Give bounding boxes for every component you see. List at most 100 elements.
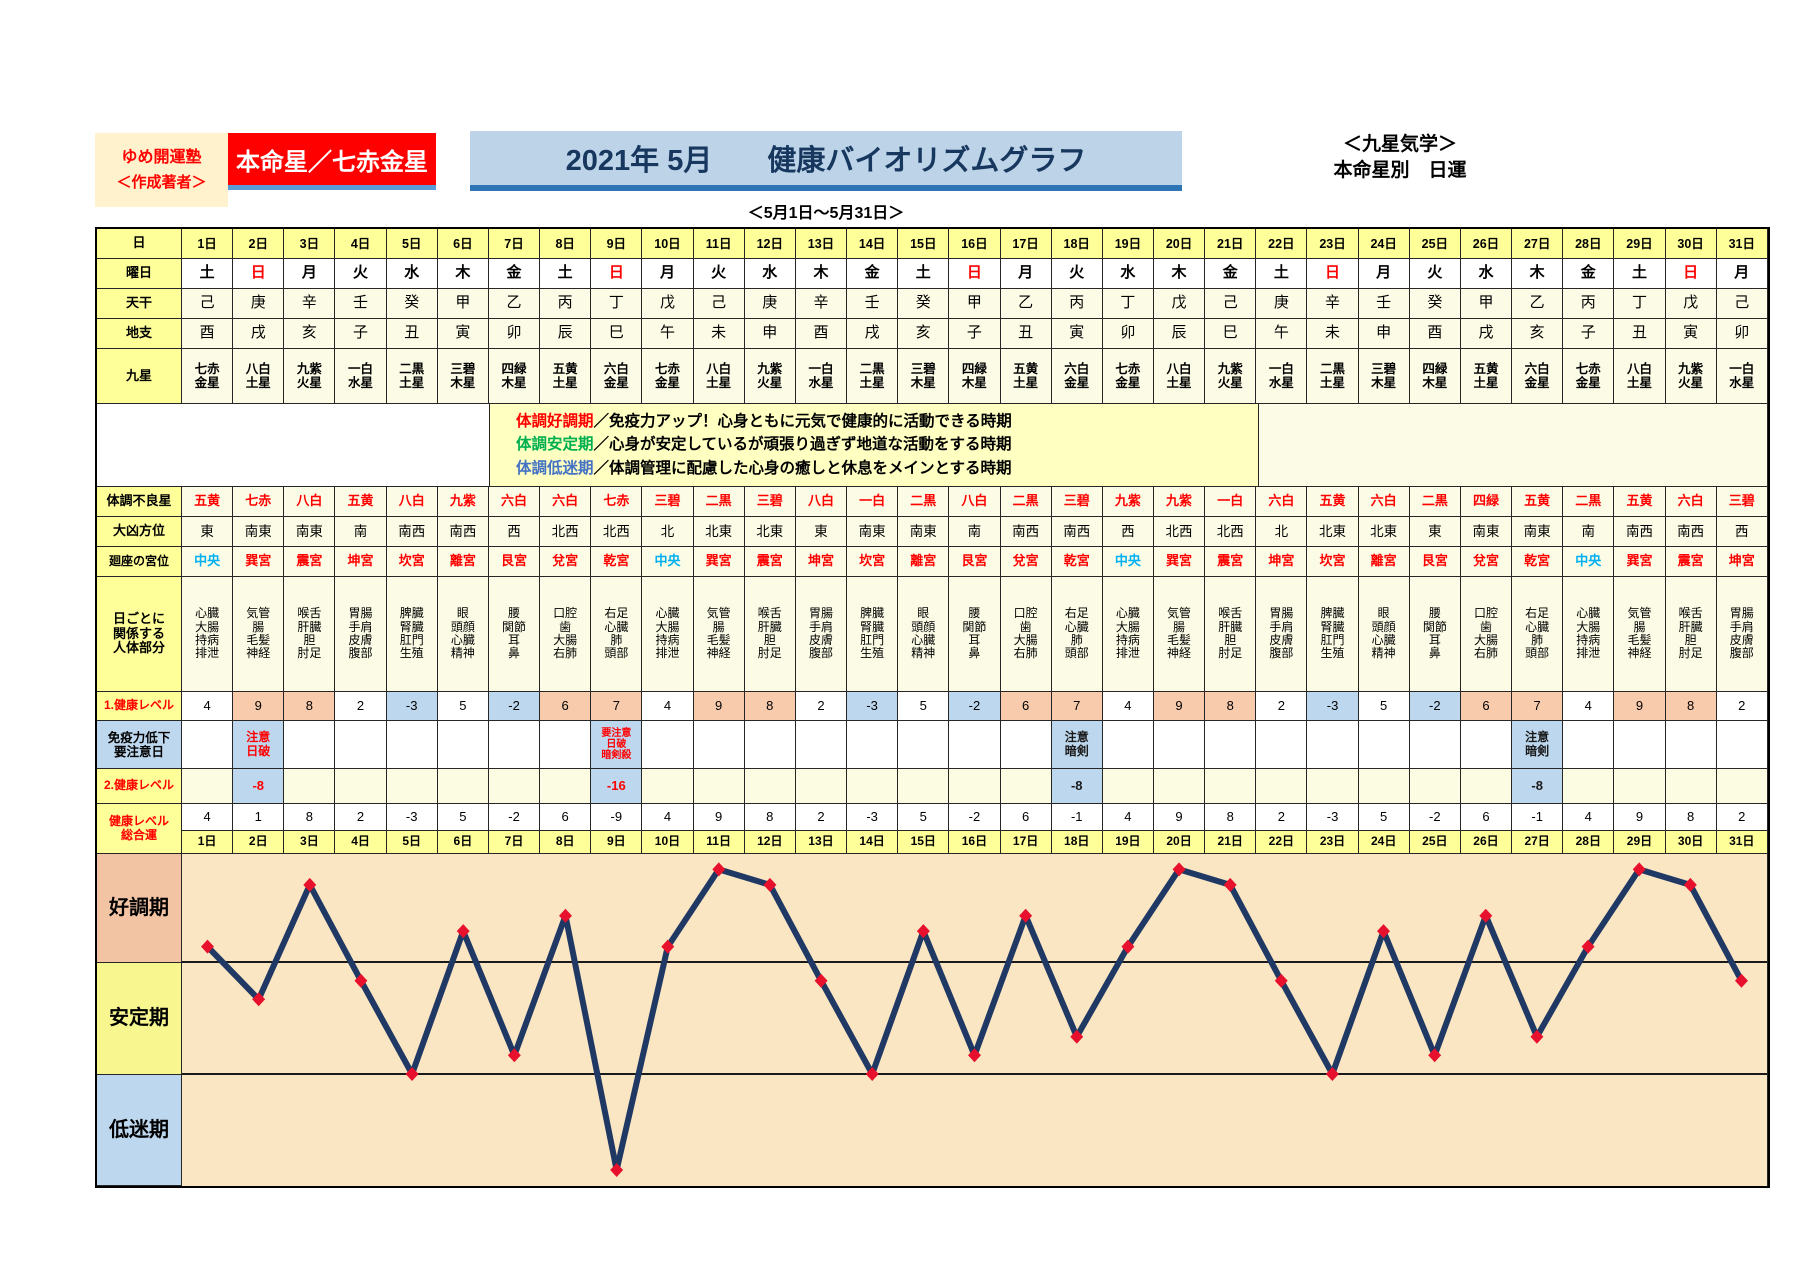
day-header-cell: 26日: [1460, 229, 1513, 259]
health1-cell: -3: [1307, 692, 1359, 721]
health2-empty-cell: [1409, 769, 1461, 804]
nine-star-cell: 五黄 土星: [540, 349, 592, 404]
nine-star-cell: 三碧 木星: [898, 349, 950, 404]
caution-empty-cell: [795, 721, 848, 769]
day-footer-cell: 10日: [642, 831, 694, 854]
total-cell: 4: [1563, 804, 1615, 831]
bad-star-cell: 五黄: [1307, 487, 1359, 517]
day-header-cell: 30日: [1665, 229, 1717, 259]
nine-star-cell: 四緑 木星: [1409, 349, 1461, 404]
day-footer-cell: 20日: [1153, 831, 1206, 854]
bad-star-cell: 三碧: [1716, 487, 1768, 517]
legend-term: 体調好調期: [516, 413, 594, 431]
weekday-cell: 木: [1512, 259, 1564, 289]
nine-star-cell: 四緑 木星: [949, 349, 1001, 404]
health1-cell: 4: [1102, 692, 1154, 721]
weekday-cell: 土: [898, 259, 950, 289]
health1-cell: 4: [642, 692, 694, 721]
health2-empty-cell: [949, 769, 1001, 804]
day-header-cell: 29日: [1614, 229, 1666, 259]
day-footer-cell: 29日: [1614, 831, 1666, 854]
stem-cell: 壬: [847, 289, 899, 319]
health2-empty-cell: [335, 769, 387, 804]
palace-cell: 離宮: [437, 547, 489, 577]
bad-star-cell: 六白: [488, 487, 541, 517]
palace-row: 廻座の宮位 中央 巽宮 震宮 坤宮 坎宮 離宮 艮宮 兌宮 乾宮 中央 巽宮 震宮 坤宮 坎宮 離宮 艮宮 兌宮乾…: [97, 547, 1768, 577]
palace-cell: 艮宮: [949, 547, 1001, 577]
row-label-health1: 1.健康レベル: [97, 692, 182, 721]
total-cell: -1: [1051, 804, 1103, 831]
direction-cell: 南: [1563, 517, 1615, 547]
stem-cell: 辛: [795, 289, 848, 319]
nine-star-cell: 九紫 火星: [284, 349, 336, 404]
health2-cell: -8: [233, 769, 285, 804]
immunity-caution-row: 免疫力低下 要注意日 注意 日破 要注意 日破 暗剣殺 注意 暗剣 注意 暗剣: [97, 721, 1768, 769]
stem-cell: 癸: [1409, 289, 1461, 319]
bad-star-cell: 一白: [847, 487, 899, 517]
total-cell: -1: [1512, 804, 1564, 831]
palace-cell: 兌宮: [540, 547, 592, 577]
row-label-direction: 大凶方位: [97, 517, 182, 547]
legend-desc: ／免疫力アップ！心身ともに元気で健康的に活動できる時期: [593, 413, 1012, 431]
palace-cell: 乾宮: [1051, 547, 1103, 577]
nine-star-cell: 九紫 火星: [744, 349, 796, 404]
palace-cell: 艮宮: [488, 547, 541, 577]
total-values-row: 4 1 8 2 -3 5 -2 6 -9 4 9 8 2 -3 5 -2 6 -1 4 9 8 2 -3 5 -2 6 -1 4 9 8 2: [182, 804, 1768, 831]
date-range-subtitle: ＜5月1日～5月31日＞: [747, 205, 905, 222]
day-footer-cell: 21日: [1205, 831, 1257, 854]
health1-cell: 8: [1665, 692, 1717, 721]
nine-star-cell: 八白 土星: [693, 349, 745, 404]
palace-cell: 兌宮: [1460, 547, 1513, 577]
palace-cell: 中央: [182, 547, 234, 577]
day-header-cell: 27日: [1512, 229, 1564, 259]
caution-empty-cell: [386, 721, 438, 769]
bad-star-cell: 六白: [1358, 487, 1410, 517]
health1-cell: 6: [1000, 692, 1052, 721]
caution-empty-cell: [540, 721, 592, 769]
health2-empty-cell: [898, 769, 950, 804]
branch-cell: 巳: [1205, 319, 1257, 349]
stem-cell: 甲: [437, 289, 489, 319]
palace-cell: 坤宮: [1256, 547, 1308, 577]
weekday-cell: 水: [1102, 259, 1154, 289]
day-number-row-bottom: 1日 2日 3日 4日 5日 6日 7日 8日 9日 10日 11日 12日 13日 14日 15日 16日 1…: [182, 831, 1768, 854]
caution-empty-cell: [1409, 721, 1461, 769]
direction-cell: 北東: [693, 517, 745, 547]
total-cell: 1: [233, 804, 285, 831]
direction-cell: 南東: [898, 517, 950, 547]
day-number-row: 日 1日 2日 3日 4日 5日 6日 7日 8日 9日 10日 11日 12日 13日 14日 15日 16日…: [97, 229, 1768, 259]
body-parts-cell: 脾臓 腎臓 肛門 生殖: [847, 577, 899, 692]
bad-star-cell: 九紫: [1153, 487, 1206, 517]
stem-cell: 辛: [284, 289, 336, 319]
palace-cell: 坤宮: [335, 547, 387, 577]
palace-cell: 乾宮: [591, 547, 643, 577]
stem-cell: 丙: [540, 289, 592, 319]
total-cell: 2: [795, 804, 848, 831]
palace-cell: 坎宮: [1307, 547, 1359, 577]
branch-cell: 卯: [488, 319, 541, 349]
stem-cell: 甲: [949, 289, 1001, 319]
branch-cell: 戌: [1460, 319, 1513, 349]
caution-empty-cell: [284, 721, 336, 769]
body-parts-cell: 胃腸 手肩 皮膚 腹部: [795, 577, 848, 692]
body-parts-cell: 眼 頭顔 心臓 精神: [437, 577, 489, 692]
branch-cell: 申: [1358, 319, 1410, 349]
branch-cell: 巳: [591, 319, 643, 349]
direction-cell: 南西: [437, 517, 489, 547]
day-header-cell: 25日: [1409, 229, 1461, 259]
body-parts-cell: 眼 頭顔 心臓 精神: [1358, 577, 1410, 692]
row-label-immunity: 免疫力低下 要注意日: [97, 721, 182, 769]
bad-star-cell: 三碧: [744, 487, 796, 517]
bad-star-cell: 六白: [1665, 487, 1717, 517]
stem-cell: 庚: [744, 289, 796, 319]
nine-star-cell: 二黒 土星: [847, 349, 899, 404]
bad-star-cell: 四緑: [1460, 487, 1513, 517]
legend-item-2: 体調安定期／心身が安定しているが頑張り過ぎず地道な活動をする時期: [516, 433, 1012, 456]
stem-cell: 庚: [233, 289, 285, 319]
bad-star-cell: 二黒: [693, 487, 745, 517]
nine-star-cell: 五黄 土星: [1000, 349, 1052, 404]
branch-cell: 午: [642, 319, 694, 349]
row-label-body: 日ごとに 関係する 人体部分: [97, 577, 182, 692]
body-parts-cell: 脾臓 腎臓 肛門 生殖: [386, 577, 438, 692]
stem-cell: 己: [1205, 289, 1257, 319]
